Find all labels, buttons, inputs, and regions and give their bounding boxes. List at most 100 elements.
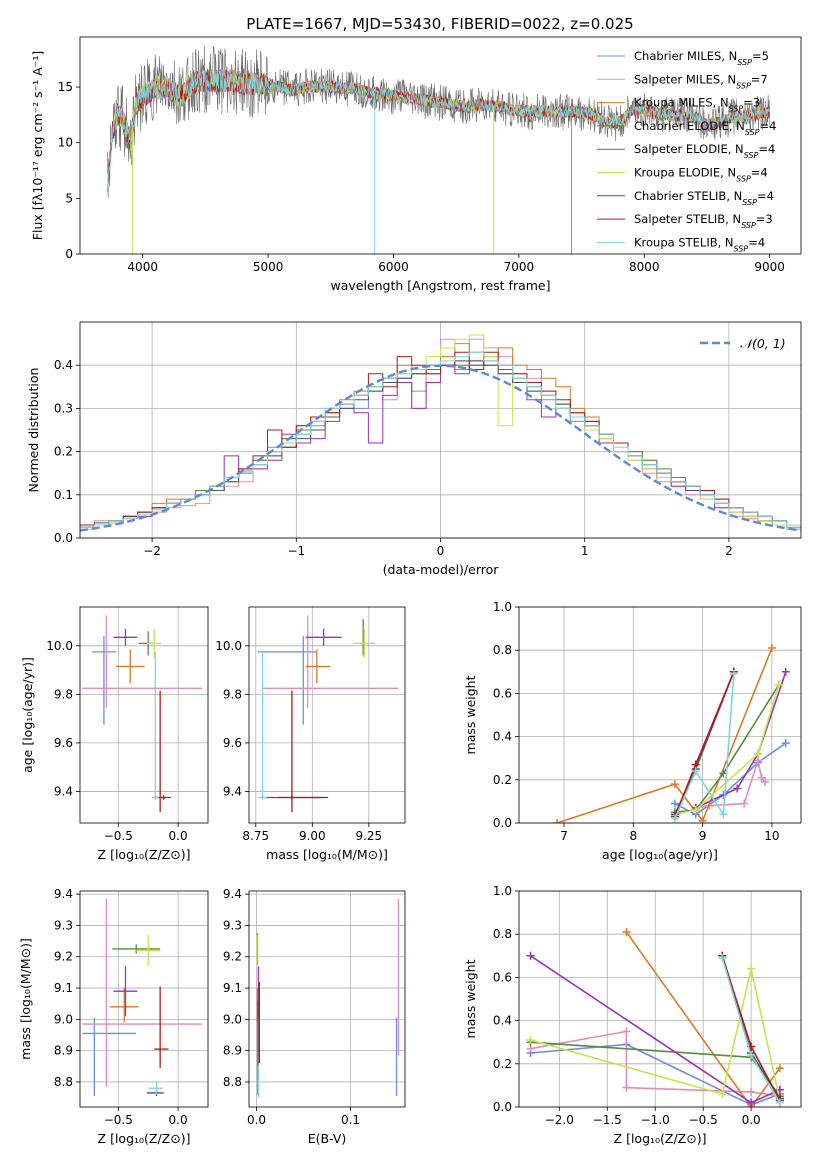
y-tick-label: 0.2 <box>493 1057 512 1071</box>
x-axis-label: E(B-V) <box>308 1131 347 1146</box>
x-tick-label: 5000 <box>253 260 284 274</box>
x-tick-label: 0.1 <box>341 1113 360 1127</box>
weight-line <box>674 684 780 816</box>
y-tick-label: 8.9 <box>54 1044 73 1058</box>
weight-marker <box>781 667 790 676</box>
axes-frame <box>518 606 802 824</box>
y-tick-label: 8.9 <box>223 1044 242 1058</box>
weight-marker <box>719 810 728 819</box>
errorbar-point <box>82 1017 137 1097</box>
x-tick-label: 1 <box>581 544 589 558</box>
legend-label: Chabrier STELIB, NSSP=4 <box>634 189 774 207</box>
axes-frame <box>248 890 406 1108</box>
grid <box>249 891 405 1107</box>
grid <box>80 607 208 823</box>
errorbar-point <box>154 986 169 1068</box>
axes-frame <box>79 321 802 539</box>
weight-marker <box>691 806 700 815</box>
panel-residuals: −2 −1 0 1 2 0.0 0.1 0.2 0.3 0.4 (data-model)/error… <box>26 321 802 577</box>
x-tick-label: 4000 <box>127 260 158 274</box>
y-tick-label: 0.6 <box>493 686 512 700</box>
y-tick-label: 1.0 <box>493 884 512 898</box>
weight-series <box>670 680 783 817</box>
x-tick-label: 8 <box>630 829 638 843</box>
x-tick-label: 0.0 <box>247 1113 266 1127</box>
y-axis-label: mass weight <box>463 675 478 754</box>
weight-line <box>674 673 735 820</box>
errorbar-point <box>305 628 342 646</box>
legend-label: Kroupa MILES, NSSP=3 <box>634 96 760 114</box>
axes-frame <box>79 606 209 824</box>
plot-area <box>82 615 203 813</box>
axes-frame <box>248 606 406 824</box>
x-tick-label: −1.5 <box>593 1113 622 1127</box>
panel-age-vs-Z: −0.5 0.0 9.4 9.6 9.8 10.0 Z [log₁₀(Z/Z⊙)] age [… <box>20 606 209 862</box>
y-tick-label: 9.0 <box>54 1012 73 1026</box>
weight-marker <box>691 767 700 776</box>
y-tick-label: 9.1 <box>223 981 242 995</box>
panel-weight-vs-age: 7 8 9 10 0.0 0.2 0.4 0.6 0.8 1.0 age [log₁₀(age/yr… <box>463 600 802 862</box>
errorbar-point <box>151 651 159 800</box>
y-tick-label: 0.2 <box>54 445 73 459</box>
y-tick-label: 0.8 <box>493 927 512 941</box>
weight-marker <box>718 953 727 962</box>
panel-mass-vs-EBV: 0.0 0.1 8.8 8.9 9.0 9.1 9.2 9.3 9.4 E(B-V) <box>223 887 406 1146</box>
y-axis-label: age [log₁₀(age/yr)] <box>20 657 35 773</box>
y-tick-label: 0.4 <box>493 730 512 744</box>
y-tick-label: 9.4 <box>223 887 242 901</box>
weight-series <box>670 680 783 819</box>
x-axis-label: (data-model)/error <box>383 562 500 577</box>
y-tick-label: 9.1 <box>54 981 73 995</box>
panel-spectrum: 4000 5000 6000 7000 8000 9000 0 5 10 15 wavelength… <box>30 36 802 293</box>
x-tick-label: 9.00 <box>299 829 326 843</box>
y-axis-label: Normed distribution <box>26 368 41 493</box>
errorbar-point <box>112 944 161 954</box>
x-axis-label: Z [log₁₀(Z/Z⊙)] <box>98 847 191 862</box>
errorbar-point <box>109 988 139 1023</box>
x-tick-label: 9.25 <box>355 829 382 843</box>
y-tick-label: 0 <box>65 247 73 261</box>
weight-marker <box>733 784 742 793</box>
plot-area <box>258 615 399 813</box>
plot-area <box>553 644 790 823</box>
y-tick-label: 9.4 <box>54 784 73 798</box>
weight-marker <box>622 928 631 937</box>
panel-weight-vs-Z: −2.0 −1.5 −1.0 −0.5 0.0 0.0 0.2 0.4 0.6 0.8 1.0 Z [… <box>463 884 802 1146</box>
legend-label: Kroupa STELIB, NSSP=4 <box>634 235 765 253</box>
y-tick-label: 9.4 <box>223 784 242 798</box>
y-tick-label: 0.1 <box>54 488 73 502</box>
y-tick-label: 0.2 <box>493 773 512 787</box>
legend: Chabrier MILES, NSSP=5 Salpeter MILES, NS… <box>597 49 776 253</box>
x-tick-label: 7000 <box>504 260 535 274</box>
y-axis-label: Flux [fλ10⁻¹⁷ erg cm⁻² s⁻¹ A⁻¹] <box>30 51 45 240</box>
x-tick-label: 6000 <box>378 260 409 274</box>
legend-label: Salpeter STELIB, NSSP=3 <box>634 212 773 230</box>
axes-frame <box>79 890 209 1108</box>
errorbar-point <box>82 615 203 708</box>
x-tick-label: −0.5 <box>689 1113 718 1127</box>
weight-marker <box>670 780 679 789</box>
legend-label: Kroupa ELODIE, NSSP=4 <box>634 166 768 184</box>
errorbar-point <box>136 934 161 967</box>
errorbar-point <box>146 1089 164 1097</box>
x-tick-label: 0.0 <box>169 829 188 843</box>
weight-line <box>530 968 781 1101</box>
x-axis-label: Z [log₁₀(Z/Z⊙)] <box>98 1131 191 1146</box>
weight-marker <box>757 773 766 782</box>
y-tick-label: 9.4 <box>54 887 73 901</box>
plot-area <box>107 45 771 254</box>
y-tick-label: 0.4 <box>54 358 73 372</box>
axes-frame <box>79 36 802 255</box>
y-tick-label: 1.0 <box>493 600 512 614</box>
y-axis-label: mass [log₁₀(M/M⊙)] <box>18 938 33 1060</box>
x-tick-label: −2.0 <box>545 1113 574 1127</box>
y-tick-label: 0.0 <box>493 1100 512 1114</box>
legend-label: Salpeter ELODIE, NSSP=4 <box>634 142 775 160</box>
weight-series <box>718 953 784 1107</box>
weight-marker <box>670 814 679 823</box>
errorbar-point <box>91 636 116 725</box>
weight-marker <box>553 819 562 823</box>
x-tick-label: 10 <box>764 829 779 843</box>
weight-series <box>553 644 776 823</box>
